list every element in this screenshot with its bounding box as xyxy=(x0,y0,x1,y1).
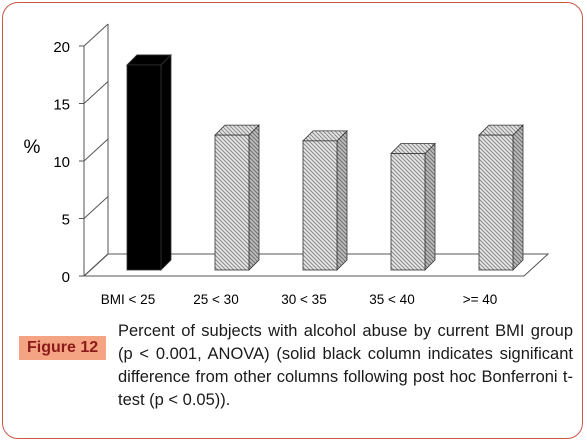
y-tick-label: 0 xyxy=(62,269,70,286)
bar-side xyxy=(336,129,348,271)
bar xyxy=(478,124,524,271)
y-tick-label: 20 xyxy=(53,39,70,56)
y-tick-depth xyxy=(83,196,109,219)
y-tick-depth xyxy=(83,253,109,277)
x-tick-label: 30 < 35 xyxy=(281,292,326,307)
bar-front xyxy=(302,140,338,271)
x-tick-label: >= 40 xyxy=(463,292,498,307)
caption-text: Percent of subjects with alcohol abuse b… xyxy=(118,322,573,409)
bar-side xyxy=(248,124,260,271)
y-tick-depth xyxy=(83,23,109,47)
bar-front xyxy=(214,134,250,271)
y-tick-label: 15 xyxy=(53,97,70,114)
x-tick-label: 35 < 40 xyxy=(369,292,414,307)
y-tick-label: 10 xyxy=(53,154,70,171)
bar xyxy=(214,124,260,271)
bar-side xyxy=(160,53,172,271)
y-tick-depth xyxy=(83,138,109,162)
bar-side xyxy=(512,124,524,271)
chart-bars xyxy=(126,53,524,271)
bar-front xyxy=(126,64,162,271)
y-tick-depth xyxy=(83,81,109,104)
y-axis-label: % xyxy=(24,137,41,158)
chart-tick-labels: 0 5 10 15 20 BMI < 25 25 < 30 30 < 35 35 < 40 >= … xyxy=(53,39,497,307)
bar xyxy=(302,129,348,271)
figure-label: Figure 12 xyxy=(19,336,107,360)
chart-axes xyxy=(79,23,550,277)
bar xyxy=(126,53,172,271)
x-tick-label: 25 < 30 xyxy=(193,292,238,307)
bar-front xyxy=(478,134,514,271)
bar-front xyxy=(390,153,426,271)
x-tick-label: BMI < 25 xyxy=(101,292,155,307)
bar-chart: 0 5 10 15 20 BMI < 25 25 < 30 30 < 35 35 < 40 >= … xyxy=(24,23,550,307)
y-tick-label: 5 xyxy=(62,212,70,229)
bar xyxy=(390,142,436,271)
bar-side xyxy=(424,142,436,271)
